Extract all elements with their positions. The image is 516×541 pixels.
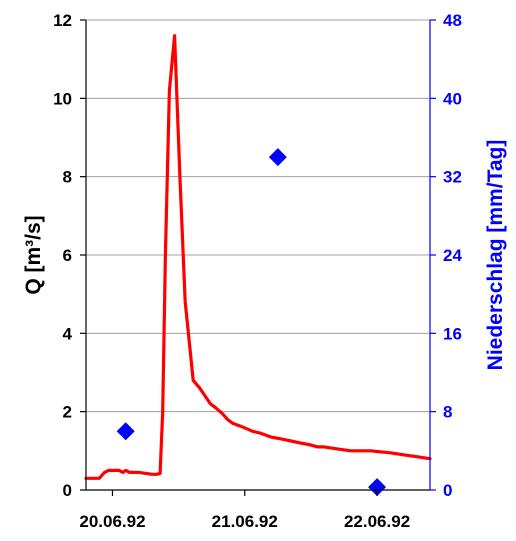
x-tick-label-2: 22.06.92 <box>344 512 410 531</box>
left-axis-tick-labels: 0 2 4 6 8 10 12 <box>53 11 72 500</box>
y-tick-label-left-2: 2 <box>63 403 72 422</box>
y-tick-label-left-10: 10 <box>53 89 72 108</box>
x-tick-label-1: 21.06.92 <box>212 512 278 531</box>
y-tick-label-right-0: 0 <box>443 481 452 500</box>
precipitation-point <box>116 422 135 441</box>
x-axis-tick-labels: 20.06.92 21.06.92 22.06.92 <box>79 512 410 531</box>
precipitation-point <box>268 148 287 167</box>
y-tick-label-left-6: 6 <box>63 246 72 265</box>
gridlines <box>86 19 430 413</box>
precipitation-point <box>368 478 387 497</box>
y-tick-label-left-0: 0 <box>63 481 72 500</box>
y-axis-title-left: Q [m³/s] <box>22 215 45 294</box>
y-tick-label-left-12: 12 <box>53 11 72 30</box>
y-tick-label-right-16: 16 <box>443 324 462 343</box>
discharge-line <box>84 34 432 480</box>
y-tick-label-right-48: 48 <box>443 11 462 30</box>
discharge-series <box>84 34 432 480</box>
x-tick-label-0: 20.06.92 <box>79 512 145 531</box>
y-axis-title-right: Niederschlag [mm/Tag] <box>484 140 507 371</box>
precipitation-series <box>116 148 387 497</box>
y-tick-label-left-8: 8 <box>63 168 72 187</box>
right-axis-tick-labels: 0 8 16 24 32 40 48 <box>443 11 462 500</box>
y-tick-label-left-4: 4 <box>63 324 73 343</box>
axes <box>80 19 436 496</box>
y-tick-label-right-8: 8 <box>443 403 452 422</box>
y-tick-label-right-40: 40 <box>443 89 462 108</box>
y-tick-label-right-24: 24 <box>443 246 462 265</box>
y-tick-label-right-32: 32 <box>443 168 462 187</box>
